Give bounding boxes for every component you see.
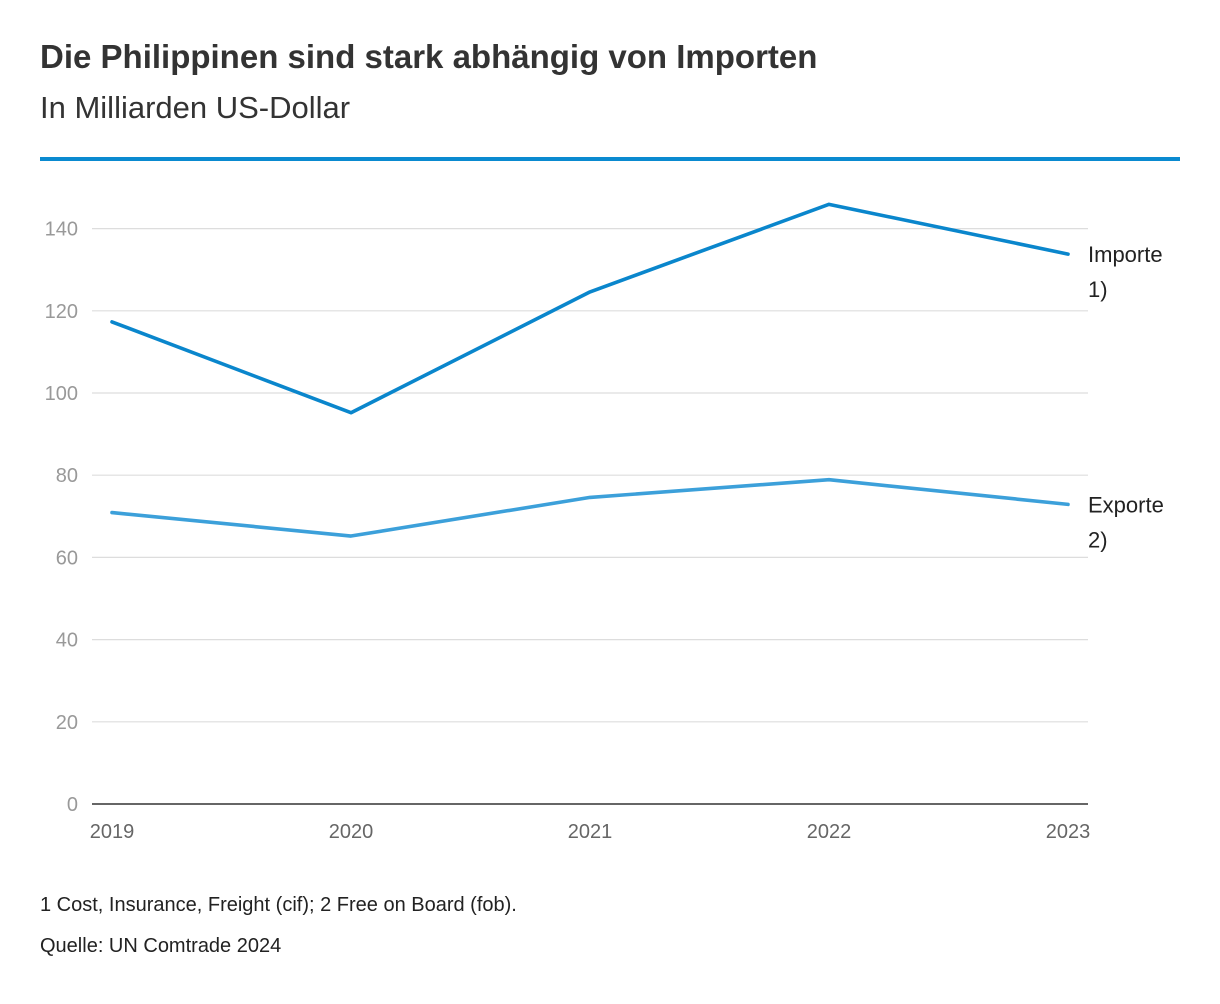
series-label-line: Exporte <box>1088 492 1164 517</box>
y-tick-label-140: 140 <box>45 219 78 241</box>
data-point-exporte-2022 <box>828 479 830 481</box>
title-divider <box>40 157 1180 161</box>
footnote: 1 Cost, Insurance, Freight (cif); 2 Free… <box>40 894 517 916</box>
y-axis-ticks: 0 20 40 60 80 100 120 140 <box>45 219 78 816</box>
x-tick-label-2020: 2020 <box>329 821 374 843</box>
series-line-importe <box>110 202 1070 415</box>
x-tick-label-2019: 2019 <box>90 821 135 843</box>
series-label-line: Importe <box>1088 242 1163 267</box>
data-point-importe-2019 <box>111 321 113 323</box>
data-point-importe-2023 <box>1067 253 1069 255</box>
y-tick-label-60: 60 <box>56 547 78 569</box>
data-point-importe-2020 <box>350 412 352 414</box>
y-tick-label-120: 120 <box>45 301 78 323</box>
series-label-line: 1) <box>1088 277 1108 302</box>
series-line-exporte <box>110 477 1070 538</box>
y-tick-label-20: 20 <box>56 712 78 734</box>
series-lines <box>110 202 1070 538</box>
y-tick-label-40: 40 <box>56 630 78 652</box>
x-tick-label-2021: 2021 <box>568 821 613 843</box>
series-labels: Importe 1) Exporte 2) <box>1088 242 1164 552</box>
chart-title: Die Philippinen sind stark abhängig von … <box>40 38 818 75</box>
series-label-exporte: Exporte 2) <box>1088 492 1164 552</box>
series-label-importe: Importe 1) <box>1088 242 1163 302</box>
data-point-exporte-2021 <box>589 496 591 498</box>
x-tick-label-2023: 2023 <box>1046 821 1091 843</box>
y-tick-label-0: 0 <box>67 794 78 816</box>
data-point-exporte-2023 <box>1067 503 1069 505</box>
x-tick-label-2022: 2022 <box>807 821 852 843</box>
chart-subtitle: In Milliarden US-Dollar <box>40 90 351 125</box>
series-label-line: 2) <box>1088 527 1108 552</box>
gridlines <box>92 228 1088 723</box>
x-axis-ticks: 2019 2020 2021 2022 2023 <box>90 821 1091 843</box>
data-point-importe-2022 <box>828 203 830 205</box>
data-point-exporte-2020 <box>350 535 352 537</box>
y-tick-label-100: 100 <box>45 383 78 405</box>
data-point-importe-2021 <box>589 291 591 293</box>
data-point-exporte-2019 <box>111 512 113 514</box>
source-note: Quelle: UN Comtrade 2024 <box>40 935 282 957</box>
y-tick-label-80: 80 <box>56 465 78 487</box>
